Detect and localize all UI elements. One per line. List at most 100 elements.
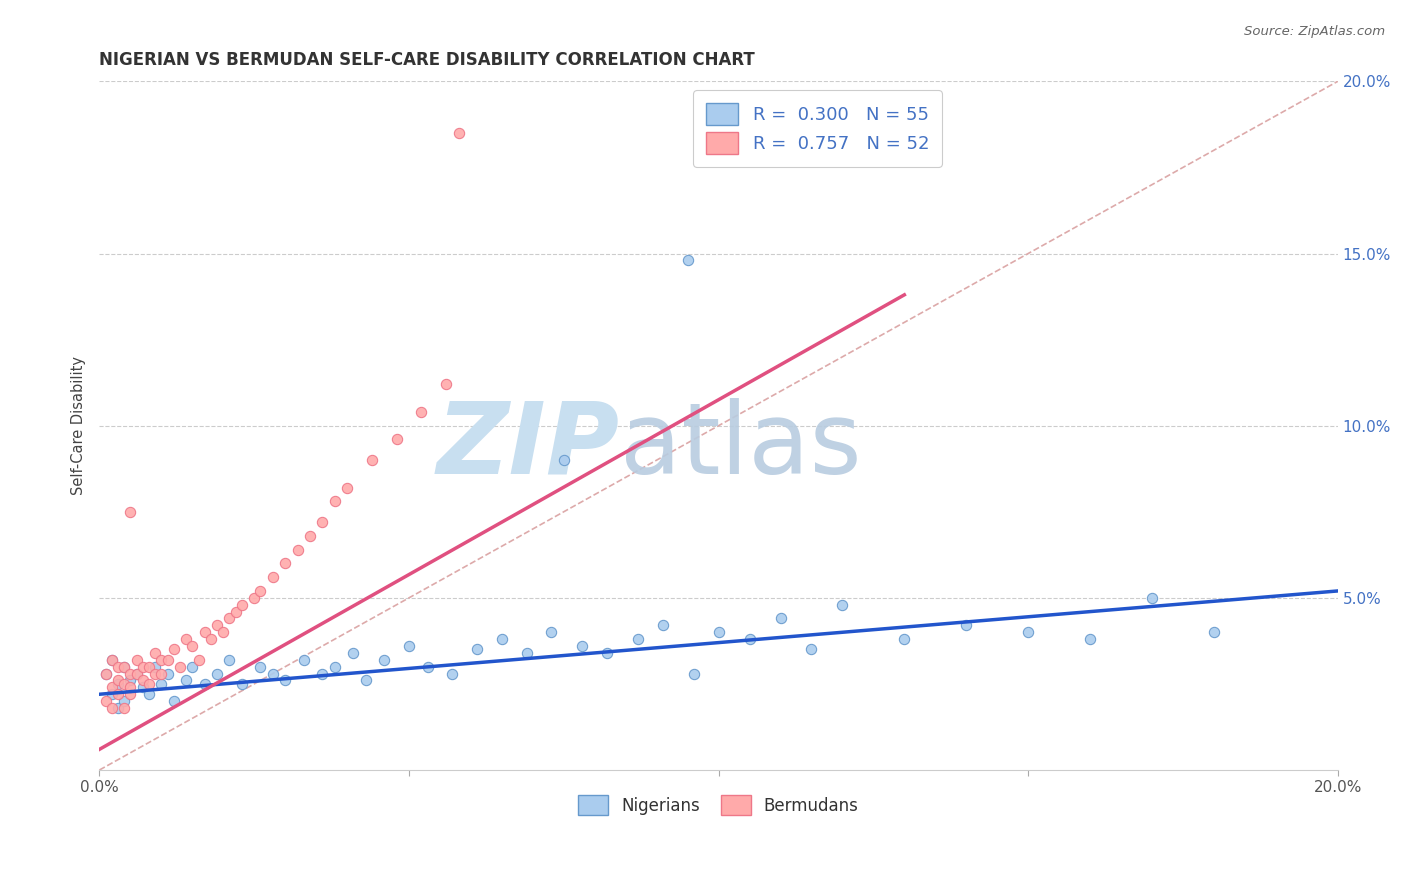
Y-axis label: Self-Care Disability: Self-Care Disability (72, 356, 86, 495)
Point (225, 605, 247, 619)
Point (627, 632, 650, 647)
Point (200, 632, 222, 647)
Point (101, 701, 124, 715)
Point (174, 673, 197, 688)
Point (262, 570, 284, 584)
Point (682, 666, 704, 681)
Point (205, 666, 228, 681)
Point (194, 625, 217, 640)
Point (491, 632, 513, 647)
Text: NIGERIAN VS BERMUDAN SELF-CARE DISABILITY CORRELATION CHART: NIGERIAN VS BERMUDAN SELF-CARE DISABILIT… (100, 51, 755, 69)
Point (120, 666, 142, 681)
Point (311, 666, 333, 681)
Point (262, 666, 284, 681)
Point (411, 405, 433, 419)
Point (354, 673, 377, 688)
Point (1202, 625, 1225, 640)
Point (150, 653, 173, 667)
Point (107, 677, 129, 691)
Point (218, 653, 240, 667)
Point (465, 642, 488, 657)
Point (769, 611, 792, 625)
Point (143, 646, 166, 660)
Point (101, 687, 124, 701)
Point (156, 653, 179, 667)
Point (298, 529, 321, 543)
Point (101, 653, 124, 667)
Point (596, 646, 619, 660)
Point (516, 646, 538, 660)
Point (112, 659, 135, 673)
Point (447, 126, 470, 140)
Point (163, 694, 186, 708)
Point (342, 646, 364, 660)
Point (94, 694, 117, 708)
Point (181, 659, 204, 673)
Point (107, 701, 129, 715)
Point (416, 659, 439, 673)
Point (112, 701, 135, 715)
Point (138, 659, 160, 673)
Point (181, 639, 204, 653)
Point (94, 666, 117, 681)
Point (107, 687, 129, 701)
Point (120, 673, 142, 688)
Point (101, 681, 124, 695)
Point (205, 618, 228, 632)
Point (243, 591, 266, 605)
Point (540, 625, 562, 640)
Point (107, 659, 129, 673)
Point (125, 666, 148, 681)
Point (212, 625, 235, 640)
Point (174, 632, 197, 647)
Point (150, 677, 173, 691)
Point (398, 639, 420, 653)
Point (434, 377, 457, 392)
Text: ZIP: ZIP (436, 398, 620, 495)
Text: Source: ZipAtlas.com: Source: ZipAtlas.com (1244, 25, 1385, 38)
Point (571, 639, 593, 653)
Point (231, 677, 253, 691)
Point (112, 659, 135, 673)
Point (323, 659, 346, 673)
Point (274, 673, 297, 688)
Point (112, 694, 135, 708)
Point (132, 659, 155, 673)
Point (651, 618, 673, 632)
Point (101, 653, 124, 667)
Point (311, 515, 333, 529)
Point (274, 557, 297, 571)
Point (194, 677, 217, 691)
Point (441, 666, 464, 681)
Point (138, 687, 160, 701)
Point (150, 666, 173, 681)
Point (738, 632, 761, 647)
Point (249, 583, 271, 598)
Point (1140, 591, 1163, 605)
Point (707, 625, 730, 640)
Point (249, 659, 271, 673)
Point (676, 253, 699, 268)
Point (373, 653, 395, 667)
Point (94, 666, 117, 681)
Point (143, 666, 166, 681)
Point (120, 681, 142, 695)
Point (385, 433, 408, 447)
Point (169, 659, 191, 673)
Point (336, 481, 359, 495)
Point (360, 453, 382, 467)
Point (120, 505, 142, 519)
Point (218, 611, 240, 625)
Point (107, 673, 129, 688)
Point (1078, 632, 1101, 647)
Point (138, 677, 160, 691)
Point (132, 673, 155, 688)
Point (292, 653, 315, 667)
Point (893, 632, 915, 647)
Point (831, 598, 853, 612)
Point (143, 659, 166, 673)
Point (800, 642, 823, 657)
Point (323, 494, 346, 508)
Legend: Nigerians, Bermudans: Nigerians, Bermudans (569, 787, 868, 823)
Text: atlas: atlas (620, 398, 860, 495)
